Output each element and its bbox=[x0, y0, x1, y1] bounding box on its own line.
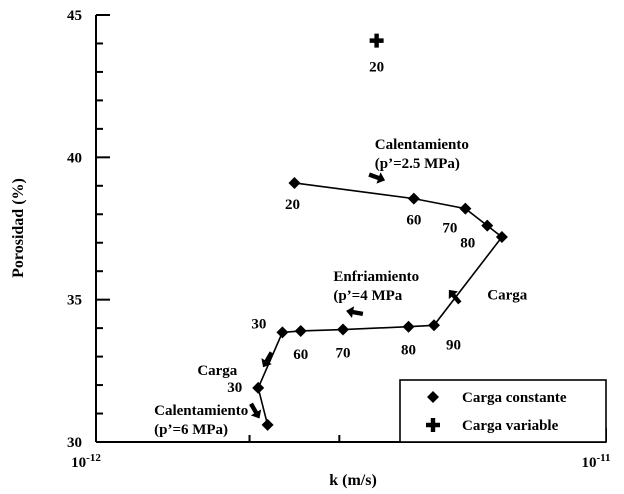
point-label: 80 bbox=[460, 236, 475, 252]
axes bbox=[95, 14, 606, 443]
point-label: 20 bbox=[369, 60, 384, 76]
x-tick-base: 10 bbox=[581, 455, 596, 471]
legend-marker-diamond bbox=[427, 391, 439, 403]
annotation-text: Enfriamiento bbox=[333, 269, 419, 285]
annotation-arrow bbox=[249, 402, 262, 419]
x-tick-label: 10-12 bbox=[71, 452, 101, 471]
arrow-shape bbox=[249, 402, 262, 419]
legend: Carga constante Carga variable bbox=[399, 379, 607, 443]
arrow-shape bbox=[346, 306, 364, 319]
legend-marker-plus bbox=[426, 418, 440, 432]
annotation-text: Calentamiento bbox=[375, 137, 469, 153]
data-point-diamond bbox=[402, 320, 415, 333]
tick-marks bbox=[95, 14, 607, 443]
annotation-arrow bbox=[368, 172, 386, 184]
legend-entry-label: Carga variable bbox=[462, 418, 559, 434]
x-tick-label: 10-11 bbox=[581, 452, 610, 471]
data-point-diamond bbox=[481, 219, 494, 232]
data-point-diamond bbox=[288, 176, 301, 189]
data-point-diamond bbox=[261, 418, 274, 431]
y-axis-title: Porosidad (%) bbox=[10, 178, 27, 278]
data-point-diamond bbox=[276, 326, 289, 339]
point-label: 30 bbox=[227, 380, 242, 396]
series-line-0 bbox=[257, 182, 504, 426]
point-label: 60 bbox=[293, 347, 308, 363]
data-point-diamond bbox=[252, 381, 265, 394]
arrow-shape bbox=[448, 289, 462, 305]
annotations: Calentamiento (p’=2.5 MPa) Enfriamiento (p’… bbox=[154, 137, 528, 438]
annotation-text: (p’=6 MPa) bbox=[154, 422, 228, 438]
y-tick-label: 35 bbox=[67, 293, 82, 309]
data-point-diamond bbox=[428, 319, 441, 332]
annotation-arrow bbox=[261, 351, 274, 368]
annotation-text: (p’=2.5 MPa) bbox=[375, 156, 460, 172]
y-tick-label: 40 bbox=[67, 150, 82, 166]
point-label: 80 bbox=[401, 343, 416, 359]
point-label: 30 bbox=[251, 316, 266, 332]
annotation-arrow bbox=[448, 289, 462, 305]
x-tick-base: 10 bbox=[71, 455, 86, 471]
x-tick-exponent: -12 bbox=[86, 452, 101, 464]
data-point-diamond bbox=[407, 192, 420, 205]
arrow-shape bbox=[368, 172, 386, 184]
data-point-plus bbox=[369, 33, 384, 48]
annotation-text: Carga bbox=[487, 288, 527, 304]
legend-entry-label: Carga constante bbox=[462, 390, 567, 406]
point-label: 70 bbox=[442, 221, 457, 237]
y-tick-label: 30 bbox=[67, 435, 82, 451]
arrow-shape bbox=[261, 351, 274, 368]
annotation-text: Carga bbox=[197, 363, 237, 379]
point-label: 60 bbox=[406, 213, 421, 229]
x-tick-exponent: -11 bbox=[596, 452, 610, 464]
data-point-diamond bbox=[459, 202, 472, 215]
point-label: 70 bbox=[335, 346, 350, 362]
data-point-diamond bbox=[294, 324, 307, 337]
data-point-diamond bbox=[495, 231, 508, 244]
point-label: 90 bbox=[446, 337, 461, 353]
point-label: 20 bbox=[285, 197, 300, 213]
y-tick-label: 45 bbox=[67, 8, 82, 24]
annotation-arrow bbox=[346, 306, 364, 319]
annotation-text: Calentamiento bbox=[154, 403, 248, 419]
data-point-diamond bbox=[336, 323, 349, 336]
x-axis-title: k (m/s) bbox=[329, 472, 377, 489]
annotation-text: (p’=4 MPa bbox=[333, 288, 402, 304]
